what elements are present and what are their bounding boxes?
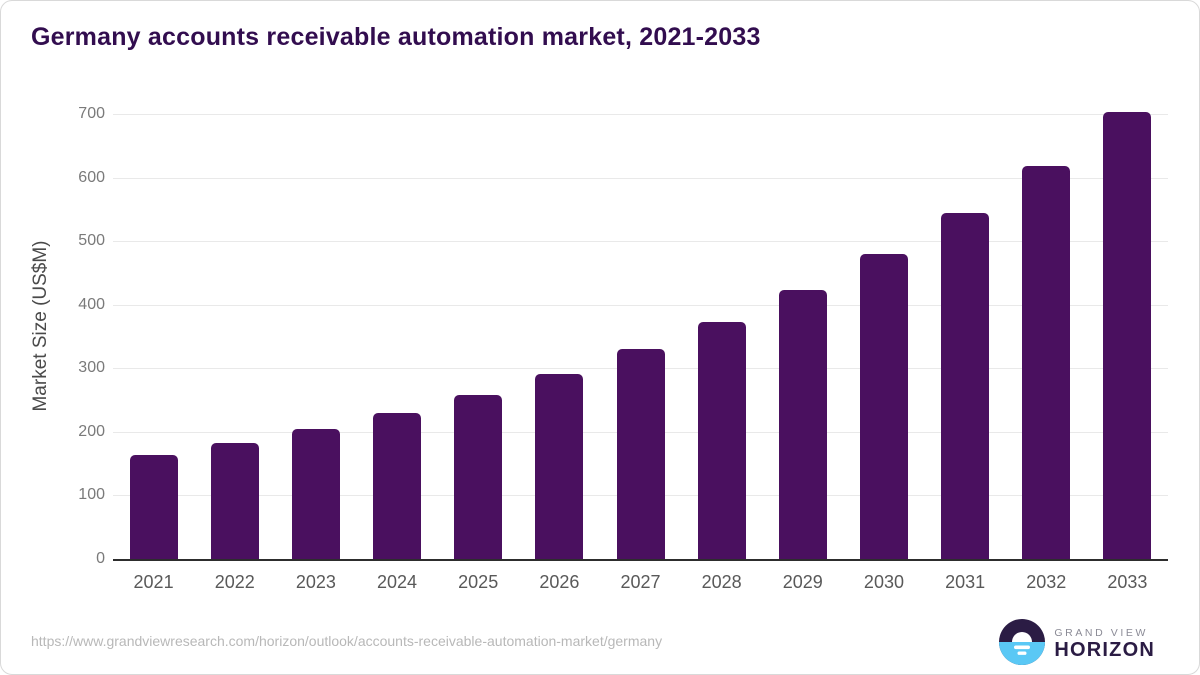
x-tick-label-2025: 2025 (458, 572, 499, 592)
bar-2032[interactable] (1022, 165, 1071, 559)
bar-2025[interactable] (454, 395, 503, 559)
gridline-y-400 (113, 304, 1168, 306)
x-tick-label-2030: 2030 (863, 572, 904, 592)
bar-2023[interactable] (291, 428, 340, 559)
bar-2029[interactable] (778, 290, 827, 559)
x-tick-label-2033: 2033 (1107, 572, 1148, 592)
bar-2024[interactable] (373, 412, 422, 559)
bar-2021[interactable] (129, 454, 178, 559)
gridline-y-700 (113, 114, 1168, 115)
bar-2027[interactable] (616, 349, 665, 559)
x-tick-label-2029: 2029 (782, 572, 823, 592)
x-tick-label-2023: 2023 (295, 572, 336, 592)
gridline-y-500 (113, 241, 1168, 243)
y-axis-title: Market Size (US$M) (30, 240, 51, 412)
source-url: https://www.grandviewresearch.com/horizo… (31, 633, 663, 649)
x-tick-label-2027: 2027 (620, 572, 661, 592)
plot-area: 0 100 200 300 400 500 600 700 2021 2022 2023 2024 20… (78, 105, 1168, 592)
x-tick-label-2024: 2024 (377, 572, 418, 592)
horizon-sunrise-icon (999, 619, 1046, 670)
grandview-horizon-logo: GRAND VIEW HORIZON (999, 619, 1155, 670)
x-tick-label-2031: 2031 (945, 572, 986, 592)
y-tick-label-500: 500 (78, 232, 105, 250)
logo-text: GRAND VIEW HORIZON (1054, 626, 1155, 662)
x-tick-label-2026: 2026 (539, 572, 580, 592)
y-tick-label-100: 100 (78, 486, 105, 504)
y-tick-label-600: 600 (78, 168, 105, 186)
gridline-y-600 (113, 177, 1168, 179)
x-tick-label-2021: 2021 (133, 572, 174, 592)
y-tick-label-200: 200 (78, 422, 105, 440)
bar-2031[interactable] (941, 212, 990, 559)
bar-2033[interactable] (1103, 112, 1152, 559)
chart-title: Germany accounts receivable automation m… (31, 23, 761, 51)
bar-2028[interactable] (697, 321, 746, 559)
x-tick-label-2022: 2022 (214, 572, 255, 592)
x-tick-label-2028: 2028 (701, 572, 742, 592)
y-tick-label-700: 700 (78, 105, 105, 122)
bar-2030[interactable] (859, 253, 908, 559)
y-tick-label-300: 300 (78, 359, 105, 377)
y-tick-label-0: 0 (96, 550, 105, 567)
bar-2026[interactable] (535, 374, 584, 559)
logo-text-horizon: HORIZON (1054, 639, 1155, 662)
y-tick-label-400: 400 (78, 295, 105, 313)
x-tick-label-2032: 2032 (1026, 572, 1067, 592)
logo-text-grand-view: GRAND VIEW (1054, 626, 1149, 639)
bar-2022[interactable] (210, 442, 259, 559)
